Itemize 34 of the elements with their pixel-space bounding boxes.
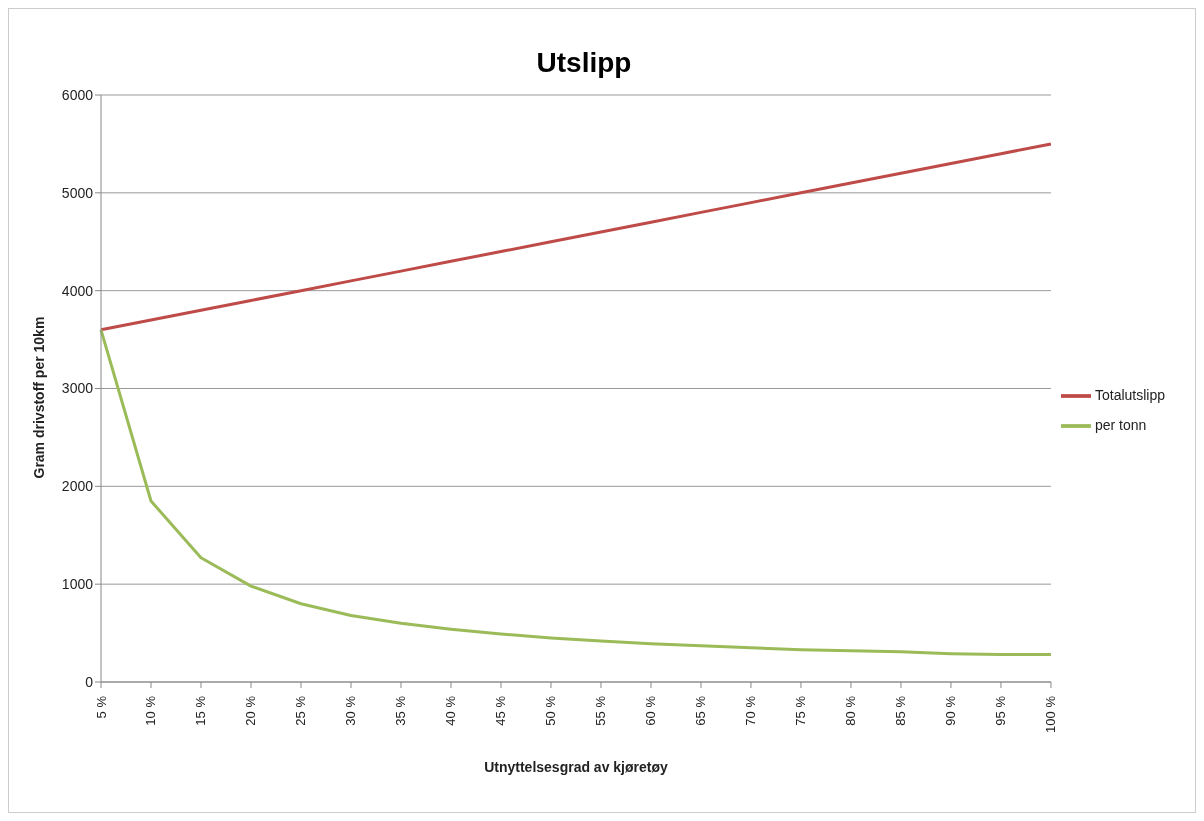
x-tick-label: 55 % bbox=[593, 695, 609, 726]
x-tick-label: 80 % bbox=[843, 695, 859, 726]
x-axis-title: Utnyttelsesgrad av kjøretøy bbox=[484, 759, 668, 775]
x-tick-label: 100 % bbox=[1043, 695, 1059, 733]
x-tick-label: 35 % bbox=[393, 695, 409, 726]
y-tick-label: 3000 bbox=[61, 380, 94, 397]
chart-title: Utslipp bbox=[535, 47, 633, 79]
x-tick-label: 5 % bbox=[93, 695, 109, 719]
x-tick-label: 30 % bbox=[343, 695, 359, 726]
x-tick-label: 20 % bbox=[243, 695, 259, 726]
y-tick-label: 5000 bbox=[61, 184, 94, 201]
y-axis-title: Gram drivstoff per 10km bbox=[30, 316, 47, 479]
x-tick-label: 75 % bbox=[793, 695, 809, 726]
y-tick-label: 6000 bbox=[61, 86, 94, 103]
x-tick-label: 70 % bbox=[743, 695, 759, 726]
line-series bbox=[99, 328, 1053, 657]
x-tick-label: 50 % bbox=[543, 695, 559, 726]
x-tick-label: 45 % bbox=[493, 695, 509, 726]
line-series bbox=[99, 142, 1053, 332]
x-tick-label: 65 % bbox=[693, 695, 709, 726]
y-tick-label: 0 bbox=[85, 673, 94, 690]
x-tick-label: 40 % bbox=[443, 695, 459, 726]
x-tick-label: 10 % bbox=[143, 695, 159, 726]
legend-label: Totalutslipp bbox=[1094, 386, 1165, 403]
x-tick-label: 15 % bbox=[193, 695, 209, 726]
legend-label: per tonn bbox=[1094, 416, 1147, 433]
x-tick-label: 85 % bbox=[893, 695, 909, 726]
y-tick-label: 4000 bbox=[61, 282, 94, 299]
x-tick-label: 25 % bbox=[293, 695, 309, 726]
y-tick-label: 1000 bbox=[61, 576, 94, 593]
y-tick-label: 2000 bbox=[61, 478, 94, 495]
x-tick-label: 90 % bbox=[943, 695, 959, 726]
x-tick-label: 95 % bbox=[993, 695, 1009, 726]
x-tick-label: 60 % bbox=[643, 695, 659, 726]
